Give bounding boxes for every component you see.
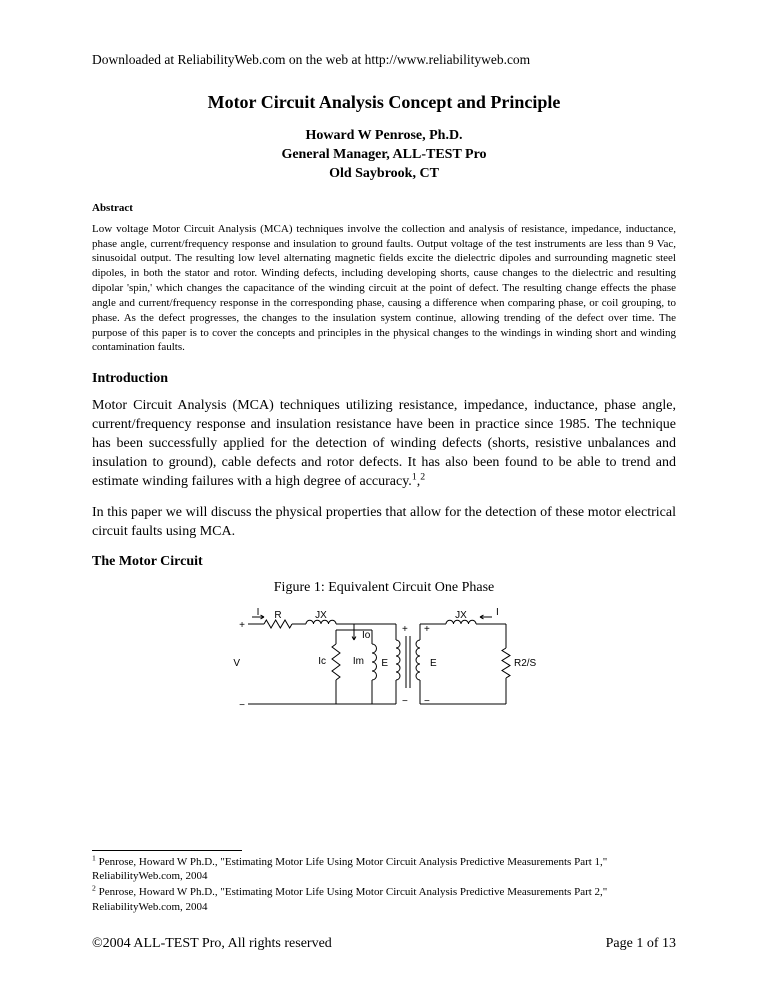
svg-text:−: − xyxy=(402,696,408,707)
page-footer: ©2004 ALL-TEST Pro, All rights reserved … xyxy=(92,936,676,952)
author-role: General Manager, ALL-TEST Pro xyxy=(92,146,676,165)
footnote-ref-1: 1 xyxy=(412,471,417,482)
header-download-line: Downloaded at ReliabilityWeb.com on the … xyxy=(92,52,676,68)
svg-text:−: − xyxy=(424,696,430,707)
motor-circuit-heading: The Motor Circuit xyxy=(92,554,676,570)
equivalent-circuit-diagram: + − V I R JX Io Ic Im E + − E + − JX I R2/S xyxy=(224,604,544,724)
footnote-1: 1 Penrose, Howard W Ph.D., "Estimating M… xyxy=(92,855,676,884)
abstract-text: Low voltage Motor Circuit Analysis (MCA)… xyxy=(92,222,676,356)
author-location: Old Saybrook, CT xyxy=(92,165,676,184)
footer-copyright: ©2004 ALL-TEST Pro, All rights reserved xyxy=(92,936,332,952)
svg-text:Im: Im xyxy=(353,656,364,667)
svg-text:Io: Io xyxy=(362,630,371,641)
svg-text:R2/S: R2/S xyxy=(514,658,537,669)
intro-para1-text: Motor Circuit Analysis (MCA) techniques … xyxy=(92,398,676,489)
footnote-2-text: Penrose, Howard W Ph.D., "Estimating Mot… xyxy=(92,886,607,912)
figure-1-circuit: + − V I R JX Io Ic Im E + − E + − JX I R2/S xyxy=(92,604,676,724)
svg-text:E: E xyxy=(381,658,388,669)
svg-text:I: I xyxy=(257,607,260,618)
introduction-heading: Introduction xyxy=(92,371,676,387)
svg-text:JX: JX xyxy=(455,610,467,621)
author-name: Howard W Penrose, Ph.D. xyxy=(92,127,676,146)
footnotes-block: 1 Penrose, Howard W Ph.D., "Estimating M… xyxy=(92,850,676,916)
author-block: Howard W Penrose, Ph.D. General Manager,… xyxy=(92,127,676,184)
abstract-heading: Abstract xyxy=(92,202,676,214)
page: Downloaded at ReliabilityWeb.com on the … xyxy=(0,0,768,994)
svg-text:E: E xyxy=(430,658,437,669)
figure-1-caption: Figure 1: Equivalent Circuit One Phase xyxy=(92,580,676,596)
svg-text:−: − xyxy=(239,700,245,711)
footnote-1-text: Penrose, Howard W Ph.D., "Estimating Mot… xyxy=(92,856,607,882)
svg-text:V: V xyxy=(233,658,240,669)
footnote-2: 2 Penrose, Howard W Ph.D., "Estimating M… xyxy=(92,885,676,914)
footnote-separator xyxy=(92,850,242,851)
introduction-para-1: Motor Circuit Analysis (MCA) techniques … xyxy=(92,397,676,491)
svg-text:I: I xyxy=(496,607,499,618)
svg-text:JX: JX xyxy=(315,610,327,621)
introduction-para-2: In this paper we will discuss the physic… xyxy=(92,504,676,542)
svg-text:+: + xyxy=(402,624,408,635)
svg-text:R: R xyxy=(274,610,281,621)
footer-page-number: Page 1 of 13 xyxy=(606,936,676,952)
svg-text:Ic: Ic xyxy=(318,656,326,667)
svg-text:+: + xyxy=(239,620,245,631)
footnote-ref-2: 2 xyxy=(420,471,425,482)
document-title: Motor Circuit Analysis Concept and Princ… xyxy=(92,92,676,113)
svg-text:+: + xyxy=(424,624,430,635)
